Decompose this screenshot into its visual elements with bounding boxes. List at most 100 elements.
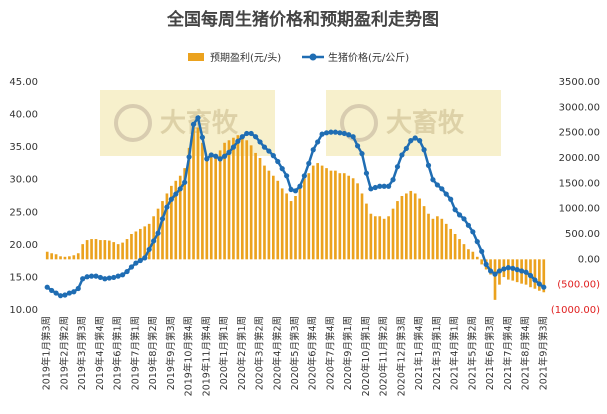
line-marker (505, 265, 511, 271)
bar (418, 198, 421, 260)
bar (192, 125, 195, 260)
bar (152, 216, 155, 260)
x-tick-label: 2019年6月第1周 (112, 316, 124, 390)
line-marker (261, 144, 268, 150)
bar (280, 188, 284, 260)
bar (316, 163, 319, 260)
y-tick-label: 40.00 (9, 110, 38, 121)
x-tick-label: 2019年2月第2周 (58, 316, 70, 390)
bar (387, 216, 390, 260)
bar (538, 259, 541, 291)
x-tick-label: 2021年7月第4周 (502, 316, 514, 390)
line-marker (190, 121, 197, 127)
line-marker (97, 274, 104, 281)
bar (50, 253, 53, 260)
line-marker (204, 156, 210, 162)
bar (298, 188, 302, 260)
line-marker (275, 158, 281, 165)
x-tick-label: 2020年12月第3周 (395, 316, 407, 396)
bar (462, 244, 466, 260)
bar (63, 256, 67, 260)
legend-swatch (188, 53, 204, 61)
y2-tick-label: (1000.00) (551, 305, 600, 316)
line-marker (341, 130, 347, 137)
x-tick-label: 2019年1月第3周 (41, 316, 53, 390)
x-tick-label: 2021年5月第2周 (466, 316, 478, 390)
bar (134, 231, 138, 260)
bar (351, 178, 355, 260)
y2-tick-label: 3000.00 (559, 102, 600, 113)
line-marker (186, 154, 192, 160)
watermark-logo (340, 104, 378, 142)
line-marker (119, 272, 126, 278)
y2-tick-label: 1000.00 (559, 204, 600, 215)
line-marker (377, 183, 383, 189)
line-marker (199, 134, 205, 140)
bar (240, 137, 244, 260)
bar (99, 240, 102, 260)
bar (360, 193, 364, 260)
x-tick-label: 2021年1月第4周 (413, 316, 425, 390)
watermark-logo (114, 104, 152, 142)
line-marker (323, 130, 330, 136)
x-tick-label: 2020年6月第4周 (307, 316, 319, 390)
line-marker (434, 182, 440, 188)
bar (378, 216, 382, 260)
line-marker (279, 166, 285, 172)
bar (227, 140, 231, 260)
line-marker (177, 186, 183, 192)
line-marker (93, 273, 99, 279)
line-marker (403, 145, 409, 152)
line-marker (111, 274, 117, 281)
bar (85, 240, 89, 260)
x-tick-label: 2021年9月第3周 (537, 316, 549, 390)
y2-tick-label: 2500.00 (559, 128, 600, 139)
line-marker (523, 269, 529, 275)
x-tick-label: 2019年7月第1周 (129, 316, 141, 390)
line-marker (386, 183, 392, 189)
bar (205, 158, 209, 260)
bar (440, 218, 444, 260)
bar (373, 216, 377, 260)
line-marker (137, 257, 143, 264)
line-marker (106, 275, 112, 281)
bar (45, 251, 49, 260)
x-tick-label: 2020年9月第1周 (342, 316, 354, 390)
y-tick-label: 30.00 (9, 175, 38, 186)
bar (533, 259, 537, 289)
bar (267, 170, 271, 260)
line-marker (142, 255, 148, 261)
x-tick-label: 2020年4月第2周 (271, 316, 283, 390)
x-tick-label: 2020年10月第1周 (360, 316, 372, 396)
legend-label: 生猪价格(元/公斤) (328, 51, 409, 64)
bar (493, 259, 497, 300)
bar (138, 228, 142, 260)
bar (471, 251, 475, 260)
bar (436, 216, 439, 260)
line-marker (248, 130, 254, 137)
y-tick-label: 15.00 (9, 272, 38, 283)
legend-label: 预期盈利(元/头) (210, 52, 281, 64)
bar (249, 145, 253, 260)
line-marker (510, 265, 516, 271)
bar (427, 213, 430, 260)
bar (320, 165, 324, 260)
bar (272, 175, 275, 260)
bar (453, 234, 457, 260)
line-marker (448, 196, 454, 202)
line-marker (288, 186, 294, 193)
bar (307, 173, 311, 260)
bar (480, 259, 484, 265)
x-tick-label: 2019年8月第2周 (147, 316, 159, 390)
x-tick-label: 2020年11月第2周 (378, 316, 390, 396)
line-marker (363, 170, 370, 176)
bar (369, 213, 373, 260)
bar (258, 158, 262, 260)
bar (178, 175, 182, 260)
line-marker (146, 246, 152, 253)
x-tick-label: 2021年6月第3周 (484, 316, 496, 390)
line-marker (412, 135, 418, 141)
line-marker (257, 139, 263, 145)
line-marker (536, 281, 542, 287)
y2-tick-label: 2000.00 (559, 153, 600, 164)
